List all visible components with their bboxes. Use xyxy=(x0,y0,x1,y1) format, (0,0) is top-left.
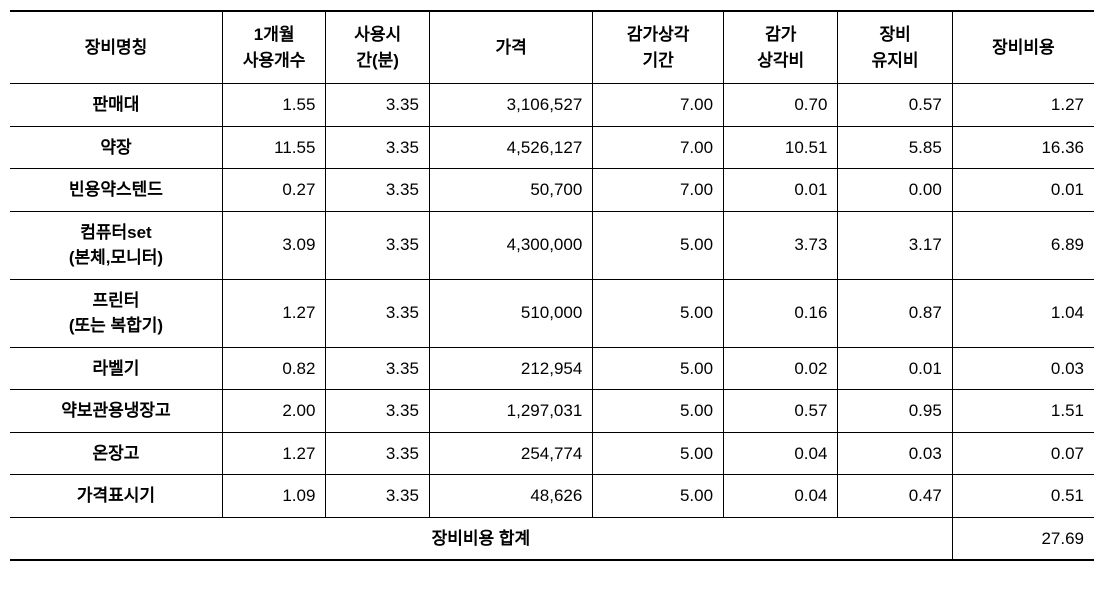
cell-maintenance: 0.00 xyxy=(838,169,952,212)
cell-dep_period: 5.00 xyxy=(593,211,724,279)
table-row: 판매대1.553.353,106,5277.000.700.571.27 xyxy=(10,84,1094,127)
cell-time: 3.35 xyxy=(326,126,429,169)
header-price: 가격 xyxy=(429,11,592,84)
cell-count: 1.27 xyxy=(222,432,325,475)
cell-time: 3.35 xyxy=(326,279,429,347)
cell-maintenance: 3.17 xyxy=(838,211,952,279)
cell-price: 3,106,527 xyxy=(429,84,592,127)
table-row: 약장11.553.354,526,1277.0010.515.8516.36 xyxy=(10,126,1094,169)
cell-total: 0.01 xyxy=(952,169,1094,212)
cell-count: 1.55 xyxy=(222,84,325,127)
header-maintenance: 장비유지비 xyxy=(838,11,952,84)
table-body: 판매대1.553.353,106,5277.000.700.571.27약장11… xyxy=(10,84,1094,561)
table-row: 프린터(또는 복합기)1.273.35510,0005.000.160.871.… xyxy=(10,279,1094,347)
cell-maintenance: 0.57 xyxy=(838,84,952,127)
cell-name: 가격표시기 xyxy=(10,475,222,518)
cell-count: 0.27 xyxy=(222,169,325,212)
cell-price: 4,526,127 xyxy=(429,126,592,169)
cell-count: 1.09 xyxy=(222,475,325,518)
cell-time: 3.35 xyxy=(326,390,429,433)
cell-dep_period: 7.00 xyxy=(593,84,724,127)
cell-price: 1,297,031 xyxy=(429,390,592,433)
cell-price: 4,300,000 xyxy=(429,211,592,279)
header-count: 1개월사용개수 xyxy=(222,11,325,84)
header-name: 장비명칭 xyxy=(10,11,222,84)
cell-total: 0.03 xyxy=(952,347,1094,390)
cell-dep_cost: 10.51 xyxy=(724,126,838,169)
cell-dep_period: 5.00 xyxy=(593,390,724,433)
cell-dep_cost: 0.02 xyxy=(724,347,838,390)
cell-dep_period: 7.00 xyxy=(593,126,724,169)
cell-count: 3.09 xyxy=(222,211,325,279)
cell-total: 6.89 xyxy=(952,211,1094,279)
table-row: 약보관용냉장고2.003.351,297,0315.000.570.951.51 xyxy=(10,390,1094,433)
equipment-cost-table: 장비명칭 1개월사용개수 사용시간(분) 가격 감가상각기간 감가상각비 장비유… xyxy=(10,10,1094,561)
table-row: 라벨기0.823.35212,9545.000.020.010.03 xyxy=(10,347,1094,390)
cell-price: 50,700 xyxy=(429,169,592,212)
cell-time: 3.35 xyxy=(326,475,429,518)
cell-total: 1.27 xyxy=(952,84,1094,127)
cell-dep_cost: 0.70 xyxy=(724,84,838,127)
cell-price: 510,000 xyxy=(429,279,592,347)
cell-dep_period: 5.00 xyxy=(593,279,724,347)
cell-dep_period: 5.00 xyxy=(593,475,724,518)
cell-time: 3.35 xyxy=(326,211,429,279)
cell-count: 1.27 xyxy=(222,279,325,347)
table-header-row: 장비명칭 1개월사용개수 사용시간(분) 가격 감가상각기간 감가상각비 장비유… xyxy=(10,11,1094,84)
cell-name: 온장고 xyxy=(10,432,222,475)
cell-dep_period: 5.00 xyxy=(593,347,724,390)
cell-total: 0.51 xyxy=(952,475,1094,518)
cell-time: 3.35 xyxy=(326,432,429,475)
cell-total: 1.51 xyxy=(952,390,1094,433)
table-footer-row: 장비비용 합계27.69 xyxy=(10,517,1094,560)
cell-dep_cost: 0.04 xyxy=(724,432,838,475)
cell-time: 3.35 xyxy=(326,347,429,390)
cell-name: 라벨기 xyxy=(10,347,222,390)
cell-maintenance: 0.03 xyxy=(838,432,952,475)
cell-total: 16.36 xyxy=(952,126,1094,169)
cell-maintenance: 0.47 xyxy=(838,475,952,518)
cell-name: 컴퓨터set(본체,모니터) xyxy=(10,211,222,279)
cell-time: 3.35 xyxy=(326,84,429,127)
cell-dep_cost: 0.16 xyxy=(724,279,838,347)
cell-time: 3.35 xyxy=(326,169,429,212)
cell-count: 2.00 xyxy=(222,390,325,433)
table-row: 컴퓨터set(본체,모니터)3.093.354,300,0005.003.733… xyxy=(10,211,1094,279)
header-total: 장비비용 xyxy=(952,11,1094,84)
header-time: 사용시간(분) xyxy=(326,11,429,84)
footer-label: 장비비용 합계 xyxy=(10,517,952,560)
table-row: 온장고1.273.35254,7745.000.040.030.07 xyxy=(10,432,1094,475)
cell-name: 빈용약스텐드 xyxy=(10,169,222,212)
cell-name: 판매대 xyxy=(10,84,222,127)
cell-total: 0.07 xyxy=(952,432,1094,475)
cell-price: 254,774 xyxy=(429,432,592,475)
cell-price: 48,626 xyxy=(429,475,592,518)
cell-dep_cost: 0.01 xyxy=(724,169,838,212)
cell-maintenance: 0.95 xyxy=(838,390,952,433)
cell-dep_cost: 3.73 xyxy=(724,211,838,279)
header-dep-cost: 감가상각비 xyxy=(724,11,838,84)
cell-price: 212,954 xyxy=(429,347,592,390)
cell-count: 0.82 xyxy=(222,347,325,390)
cell-name: 약장 xyxy=(10,126,222,169)
cell-dep_period: 5.00 xyxy=(593,432,724,475)
footer-value: 27.69 xyxy=(952,517,1094,560)
cell-count: 11.55 xyxy=(222,126,325,169)
cell-total: 1.04 xyxy=(952,279,1094,347)
header-dep-period: 감가상각기간 xyxy=(593,11,724,84)
table-row: 가격표시기1.093.3548,6265.000.040.470.51 xyxy=(10,475,1094,518)
cell-maintenance: 0.01 xyxy=(838,347,952,390)
cell-name: 약보관용냉장고 xyxy=(10,390,222,433)
table-row: 빈용약스텐드0.273.3550,7007.000.010.000.01 xyxy=(10,169,1094,212)
cell-maintenance: 0.87 xyxy=(838,279,952,347)
cell-dep_period: 7.00 xyxy=(593,169,724,212)
cell-maintenance: 5.85 xyxy=(838,126,952,169)
cell-dep_cost: 0.57 xyxy=(724,390,838,433)
cell-dep_cost: 0.04 xyxy=(724,475,838,518)
cell-name: 프린터(또는 복합기) xyxy=(10,279,222,347)
